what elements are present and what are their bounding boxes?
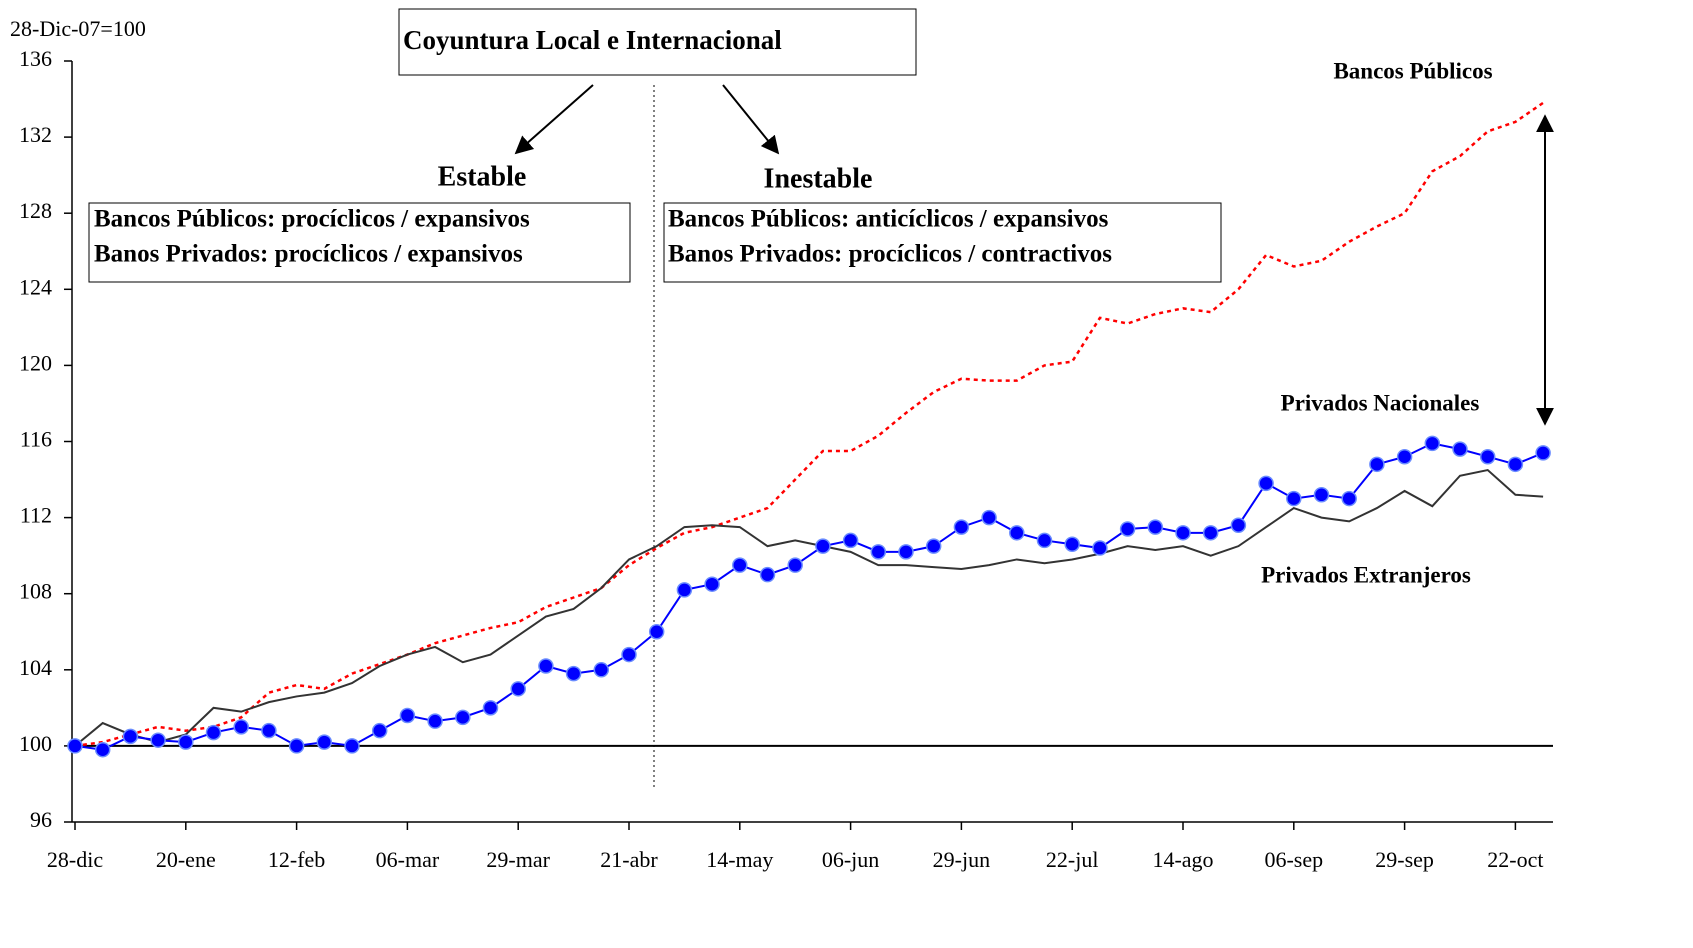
regime-label: Estable — [438, 161, 527, 192]
x-tick-label: 29-mar — [486, 847, 550, 872]
x-tick-label: 21-abr — [600, 847, 658, 872]
series-marker — [815, 538, 831, 554]
x-tick-label: 06-mar — [376, 847, 440, 872]
series-marker — [842, 532, 859, 549]
series-marker — [1479, 448, 1496, 465]
series-marker — [288, 738, 305, 754]
series-marker — [344, 738, 360, 754]
y-tick-label: 132 — [19, 122, 52, 147]
regime-box — [88, 202, 631, 283]
series-marker — [648, 624, 665, 640]
series-marker — [1507, 456, 1524, 473]
series-marker — [704, 576, 720, 592]
x-tick-label: 14-may — [706, 847, 773, 872]
series-marker — [427, 713, 443, 729]
series-marker — [1230, 517, 1247, 533]
series-marker — [1036, 532, 1053, 549]
chart-title: Coyuntura Local e Internacional — [403, 25, 782, 55]
regime-line: Banos Privados: procíclicos / expansivos — [94, 241, 523, 268]
series-marker — [898, 544, 914, 560]
series-marker — [1175, 525, 1191, 541]
series-marker — [1396, 448, 1413, 465]
title-box — [398, 8, 917, 76]
series-marker — [621, 646, 637, 663]
series-marker — [676, 582, 693, 598]
series-marker — [538, 658, 554, 674]
x-tick-label: 22-jul — [1046, 847, 1099, 872]
x-tick-label: 29-sep — [1375, 847, 1434, 872]
series-marker — [94, 741, 111, 758]
x-tick-label: 22-oct — [1487, 847, 1543, 872]
series-marker — [1092, 540, 1108, 556]
series-marker — [1202, 525, 1219, 541]
series-marker — [122, 728, 139, 745]
series-marker — [1424, 435, 1441, 452]
series-marker — [455, 709, 471, 726]
series-marker — [1341, 490, 1357, 507]
series-marker — [1286, 490, 1302, 507]
series-marker — [953, 519, 970, 535]
y-tick-label: 104 — [19, 655, 52, 680]
regime-line: Bancos Públicos: anticíclicos / expansiv… — [668, 206, 1109, 233]
series-marker — [510, 681, 526, 697]
y-tick-label: 96 — [30, 807, 52, 832]
series-line — [74, 101, 1544, 748]
regime-label: Inestable — [764, 163, 873, 194]
y-tick-label: 128 — [19, 198, 52, 223]
x-tick-label: 14-ago — [1152, 847, 1213, 872]
series-marker — [1258, 475, 1274, 492]
series-marker — [732, 557, 748, 573]
series-marker — [925, 538, 942, 554]
series-marker — [1313, 487, 1330, 503]
y-axis-label: 28-Dic-07=100 — [10, 16, 146, 41]
x-tick-label: 06-jun — [822, 847, 879, 872]
x-tick-label: 06-sep — [1264, 847, 1323, 872]
series-line — [74, 468, 1544, 747]
y-tick-label: 112 — [20, 503, 52, 528]
series-marker — [981, 509, 997, 526]
arrow — [722, 84, 780, 155]
series-marker — [233, 719, 249, 735]
series-marker — [787, 557, 803, 573]
y-tick-label: 120 — [19, 350, 52, 375]
series-marker — [1535, 445, 1551, 461]
series-marker — [316, 734, 333, 750]
series-marker — [759, 566, 776, 583]
series-marker — [1452, 441, 1468, 457]
regime-box — [663, 202, 1222, 283]
x-tick-label: 29-jun — [933, 847, 990, 872]
series-marker — [399, 707, 416, 724]
arrow — [514, 84, 594, 155]
plot-area: 96 100 104 108 112 116 120 124 128 132 136 28-dic 20… — [19, 46, 1553, 872]
series-marker — [205, 724, 222, 741]
series-marker — [1369, 456, 1385, 473]
series-marker — [565, 665, 582, 682]
series-label: Privados Nacionales — [1281, 390, 1480, 415]
x-tick-label: 28-dic — [47, 847, 103, 872]
regime-line: Banos Privados: procíclicos / contractiv… — [668, 241, 1112, 268]
series-label: Privados Extranjeros — [1261, 562, 1471, 587]
series-marker — [150, 732, 166, 748]
y-tick-label: 136 — [19, 46, 52, 71]
x-tick-label: 12-feb — [268, 847, 325, 872]
series-marker — [482, 700, 499, 716]
series-marker — [67, 738, 83, 754]
series-label: Bancos Públicos — [1333, 58, 1492, 83]
x-tick-label: 20-ene — [156, 847, 216, 872]
series-marker — [1147, 519, 1164, 535]
series-marker — [371, 722, 388, 739]
series-marker — [593, 662, 610, 678]
y-tick-label: 100 — [19, 731, 52, 756]
y-tick-label: 124 — [19, 274, 52, 299]
series-marker — [1064, 536, 1080, 552]
series-marker — [1009, 525, 1025, 541]
regime-line: Bancos Públicos: procíclicos / expansivo… — [94, 206, 530, 233]
y-tick-label: 116 — [20, 427, 52, 452]
series-marker — [178, 734, 194, 750]
y-tick-label: 108 — [19, 579, 52, 604]
series-marker — [261, 722, 277, 739]
series-marker — [1119, 521, 1136, 537]
series-marker — [870, 544, 887, 560]
